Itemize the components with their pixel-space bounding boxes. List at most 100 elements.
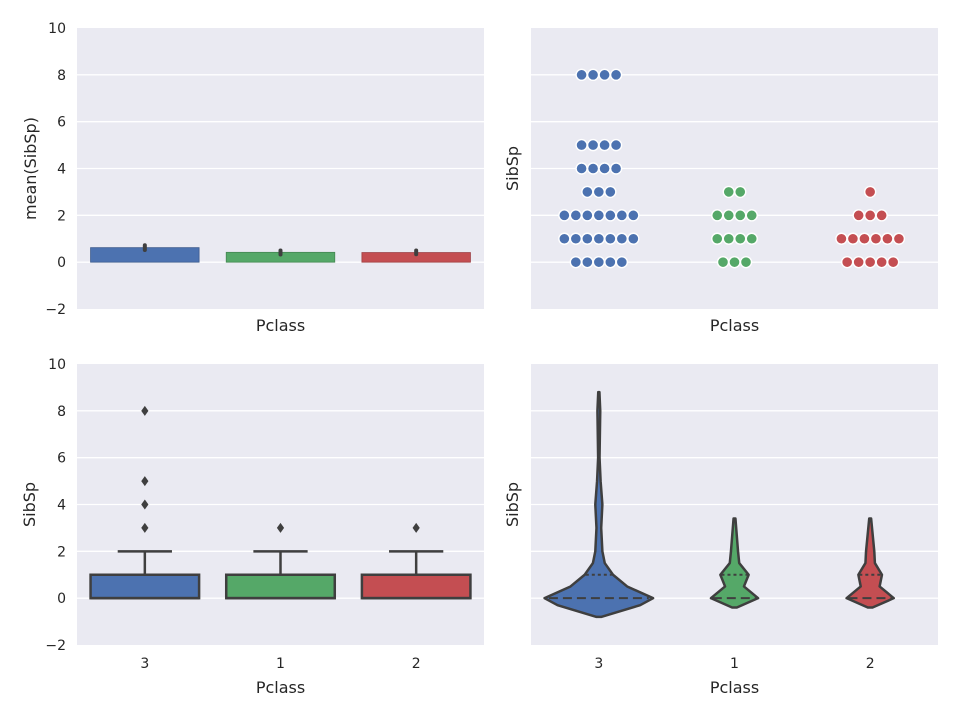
swarm-point: [615, 255, 629, 269]
y-tick-labels: −2 0 2 4 6 8 10: [45, 21, 66, 318]
y-axis-label: SibSp: [20, 482, 39, 527]
x-axis-label: Pclass: [256, 316, 305, 335]
y-tick-label: 0: [57, 255, 66, 271]
x-tick-label: 1: [276, 656, 285, 672]
swarm-point: [745, 232, 758, 245]
swarm-point: [881, 232, 894, 245]
y-tick-label: 6: [57, 115, 66, 131]
swarm-point: [598, 68, 611, 82]
outlier: [141, 405, 149, 416]
swarm-point: [858, 232, 871, 245]
box: [360, 573, 472, 600]
swarm-point: [604, 232, 617, 245]
y-tick-label: 4: [57, 162, 66, 178]
x-axis-label: Pclass: [710, 678, 759, 697]
swarm-plot-panel: Pclass SibSp: [503, 28, 938, 335]
swarm-point: [627, 209, 640, 222]
swarm-point: [863, 185, 877, 199]
y-tick-label: −2: [45, 638, 66, 654]
swarm-point: [598, 138, 611, 152]
swarm-point: [609, 162, 623, 175]
swarm-point: [592, 232, 606, 245]
swarm-point: [722, 232, 735, 245]
y-tick-label: 2: [57, 208, 66, 224]
swarm-point: [728, 255, 741, 269]
swarm-point: [586, 138, 600, 152]
swarm-point: [734, 209, 747, 222]
y-tick-label: −2: [45, 302, 66, 318]
x-tick-label: 3: [594, 656, 603, 672]
y-tick-label: 10: [48, 21, 66, 37]
swarm-point: [558, 209, 571, 222]
bar-chart-panel: −2 0 2 4 6 8 10 Pclass mean(SibSp): [21, 21, 484, 335]
x-tick-labels: 3 1 2: [140, 656, 420, 672]
outlier: [141, 499, 149, 510]
y-tick-label: 4: [57, 498, 66, 514]
swarm-point: [852, 255, 865, 269]
violins: [543, 390, 896, 619]
swarm-point: [627, 232, 640, 245]
boxes: [89, 405, 472, 600]
outlier: [276, 522, 285, 533]
violin-body: [845, 517, 896, 609]
swarm-point: [840, 255, 854, 269]
swarm-point: [863, 255, 877, 269]
x-axis-label: Pclass: [710, 316, 759, 335]
y-tick-label: 2: [57, 544, 66, 560]
swarm-point: [886, 255, 900, 269]
x-tick-label: 2: [412, 656, 421, 672]
swarm-point: [609, 68, 623, 82]
swarm-point: [575, 138, 588, 152]
box: [224, 573, 337, 600]
swarm-point: [615, 232, 629, 245]
swarm-point: [604, 185, 617, 199]
swarm-point: [722, 185, 735, 199]
x-tick-label: 2: [866, 656, 875, 672]
swarm-point: [592, 255, 606, 269]
swarm-point: [734, 232, 747, 245]
swarm-point: [739, 255, 753, 269]
x-tick-label: 1: [730, 656, 739, 672]
swarm-point: [711, 209, 724, 222]
box-plot-panel: −2 0 2 4 6 8 10 3 1 2 Pclass SibSp: [20, 357, 484, 697]
y-axis-label: SibSp: [503, 482, 522, 527]
swarm-point: [575, 162, 588, 175]
swarm-point: [581, 255, 594, 269]
swarm-point: [604, 209, 617, 222]
swarm-point: [558, 232, 571, 245]
outlier: [141, 522, 149, 533]
swarm-point: [581, 232, 594, 245]
swarm-point: [586, 68, 600, 82]
swarm-point: [598, 162, 611, 175]
swarm-point: [852, 209, 865, 222]
swarm-point: [592, 185, 606, 199]
swarm-point: [869, 232, 883, 245]
swarm-point: [615, 209, 629, 222]
y-tick-label: 0: [57, 591, 66, 607]
y-tick-label: 8: [57, 404, 66, 420]
swarm-point: [569, 232, 583, 245]
violin-plot-panel: 3 1 2 Pclass SibSp: [503, 364, 938, 697]
swarm-point: [569, 209, 583, 222]
swarm-point: [609, 138, 623, 152]
violin-body: [543, 390, 655, 619]
swarm-point: [745, 209, 758, 222]
swarm-point: [604, 255, 617, 269]
swarm-point: [575, 68, 588, 82]
swarm-point: [734, 185, 747, 199]
y-tick-label: 8: [57, 68, 66, 84]
swarm-point: [569, 255, 583, 269]
x-tick-label: 3: [140, 656, 149, 672]
swarm-point: [875, 209, 888, 222]
x-axis-label: Pclass: [256, 678, 305, 697]
x-tick-labels: 3 1 2: [594, 656, 874, 672]
swarm-points: [558, 68, 906, 269]
swarm-point: [835, 232, 848, 245]
outlier: [412, 522, 420, 533]
swarm-point: [892, 232, 906, 245]
bars: [90, 243, 471, 263]
swarm-point: [581, 185, 594, 199]
box: [89, 573, 201, 600]
swarm-point: [581, 209, 594, 222]
